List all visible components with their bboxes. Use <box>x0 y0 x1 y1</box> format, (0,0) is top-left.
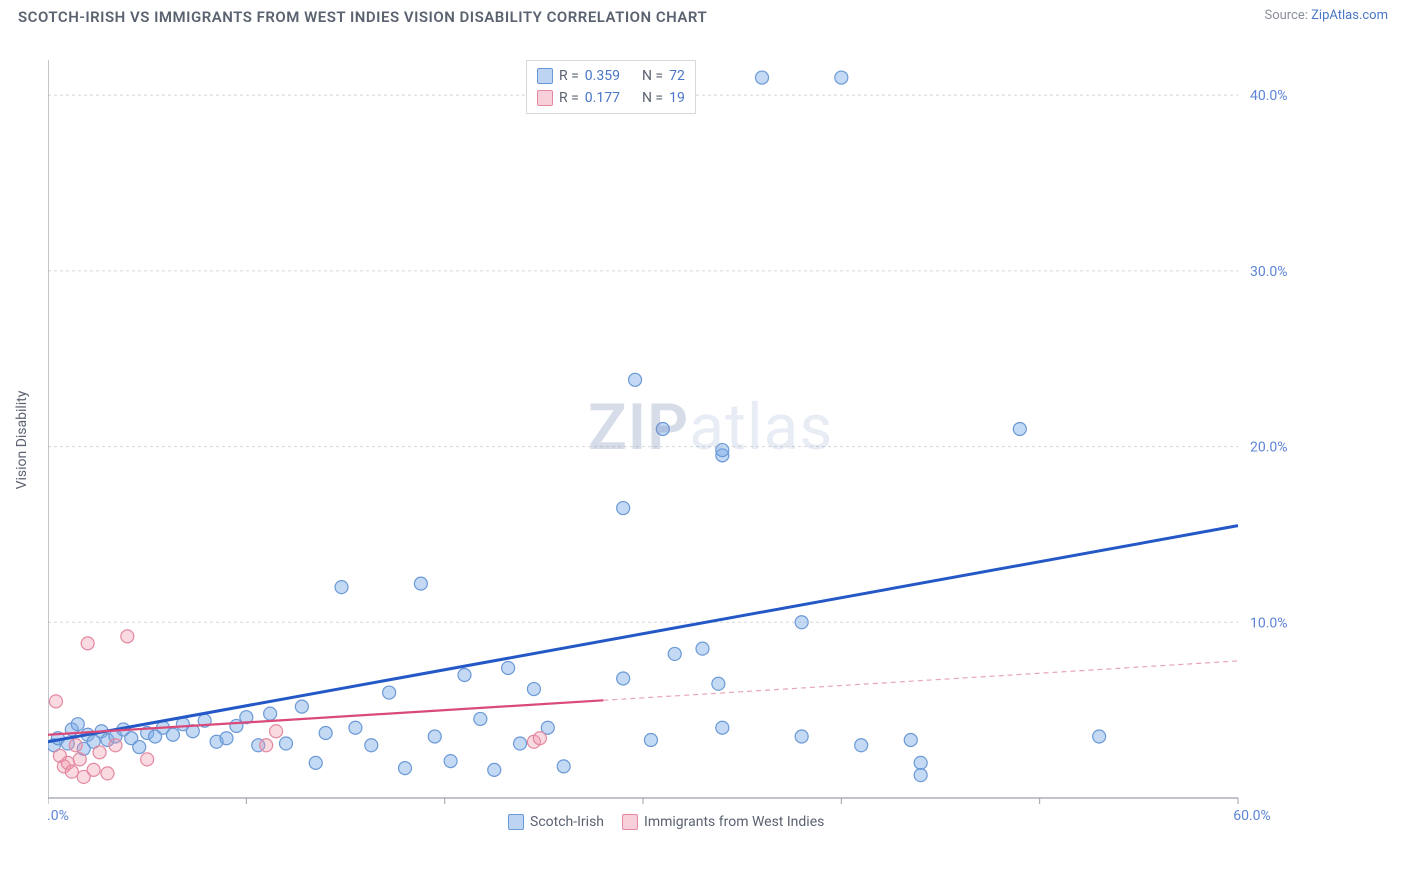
chart-source: Source: ZipAtlas.com <box>1264 8 1388 23</box>
swatch-blue-icon <box>537 68 553 84</box>
legend-row-pink: R = 0.177 N = 19 <box>537 87 685 109</box>
plot-area: 10.0% 20.0% 30.0% 40.0% 0.0% 60.0% R = 0.359 … <box>48 60 1318 840</box>
y-axis-label: Vision Disability <box>14 391 30 490</box>
legend-label: Scotch-Irish <box>530 814 604 830</box>
source-prefix: Source: <box>1264 8 1311 23</box>
legend-n-label: N = <box>642 68 663 84</box>
legend-r-label: R = <box>559 90 579 106</box>
svg-text:60.0%: 60.0% <box>1233 808 1271 824</box>
legend-r-value: 0.359 <box>585 68 620 84</box>
svg-text:10.0%: 10.0% <box>1250 615 1288 631</box>
svg-text:0.0%: 0.0% <box>48 808 69 824</box>
legend-item-pink: Immigrants from West Indies <box>622 814 824 830</box>
legend-label: Immigrants from West Indies <box>644 814 824 830</box>
svg-text:20.0%: 20.0% <box>1250 440 1288 456</box>
swatch-blue-icon <box>508 814 524 830</box>
swatch-pink-icon <box>537 90 553 106</box>
legend-n-value: 19 <box>669 90 685 106</box>
chart-header: SCOTCH-IRISH VS IMMIGRANTS FROM WEST IND… <box>0 0 1406 30</box>
source-link[interactable]: ZipAtlas.com <box>1311 8 1388 23</box>
svg-text:30.0%: 30.0% <box>1250 264 1288 280</box>
legend-r-value: 0.177 <box>585 90 620 106</box>
legend-row-blue: R = 0.359 N = 72 <box>537 65 685 87</box>
legend-r-label: R = <box>559 68 579 84</box>
svg-text:40.0%: 40.0% <box>1250 88 1288 104</box>
legend-correlation: R = 0.359 N = 72 R = 0.177 N = 19 <box>526 60 696 114</box>
legend-n-value: 72 <box>669 68 685 84</box>
scatter-svg: 10.0% 20.0% 30.0% 40.0% 0.0% 60.0% <box>48 60 1318 840</box>
legend-n-label: N = <box>642 90 663 106</box>
legend-item-blue: Scotch-Irish <box>508 814 604 830</box>
swatch-pink-icon <box>622 814 638 830</box>
legend-series: Scotch-Irish Immigrants from West Indies <box>508 814 824 830</box>
chart-title: SCOTCH-IRISH VS IMMIGRANTS FROM WEST IND… <box>18 8 707 26</box>
